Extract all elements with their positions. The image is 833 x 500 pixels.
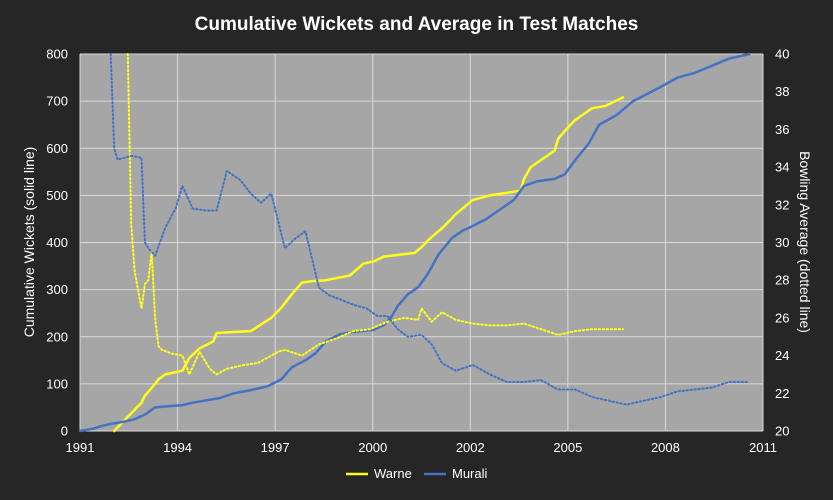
series-line-warne-average [126,53,624,376]
y2-tick-label: 20 [775,424,789,439]
x-tick-label: 2005 [553,440,582,455]
series-line-murali-average [109,53,751,406]
legend-label-warne: Warne [374,466,412,481]
y-tick-label: 300 [46,282,68,297]
y2-tick-label: 30 [775,235,789,250]
series-layer [78,52,751,433]
x-tick-label: 2008 [651,440,680,455]
x-tick-label: 2002 [456,440,485,455]
y2-tick-label: 26 [775,310,789,325]
series-line-warne-wickets [112,96,625,433]
y-tick-label: 100 [46,376,68,391]
y2-tick-label: 32 [775,197,789,212]
y2-tick-label: 40 [775,47,789,62]
y2-tick-label: 28 [775,273,789,288]
y-tick-label: 0 [61,424,68,439]
legend: Warne Murali [346,466,488,481]
series-line-murali-wickets [78,52,751,433]
y-tick-label: 700 [46,94,68,109]
x-tick-label: 1994 [163,440,192,455]
y-tick-label: 400 [46,235,68,250]
y2-tick-label: 36 [775,122,789,137]
y2-tick-label: 24 [775,348,789,363]
y-tick-label: 500 [46,188,68,203]
x-tick-label: 2011 [749,440,777,455]
y-tick-label: 800 [46,47,68,62]
x-tick-label: 2000 [358,440,387,455]
y2-tick-label: 22 [775,386,789,401]
y2-axis-label: Bowling Average (dotted line) [797,151,813,333]
y-axis-label: Cumulative Wickets (solid line) [21,147,37,338]
legend-label-murali: Murali [452,466,488,481]
x-tick-label: 1991 [66,440,95,455]
gridlines [79,53,764,432]
x-tick-label: 1997 [261,440,290,455]
y-tick-label: 200 [46,329,68,344]
y2-tick-label: 38 [775,84,789,99]
tick-labels: 0 100 200 300 400 500 600 700 800 1991 1994 1997 200… [46,47,789,456]
y2-tick-label: 34 [775,160,789,175]
chart-title: Cumulative Wickets and Average in Test M… [195,14,639,35]
y-tick-label: 600 [46,141,68,156]
